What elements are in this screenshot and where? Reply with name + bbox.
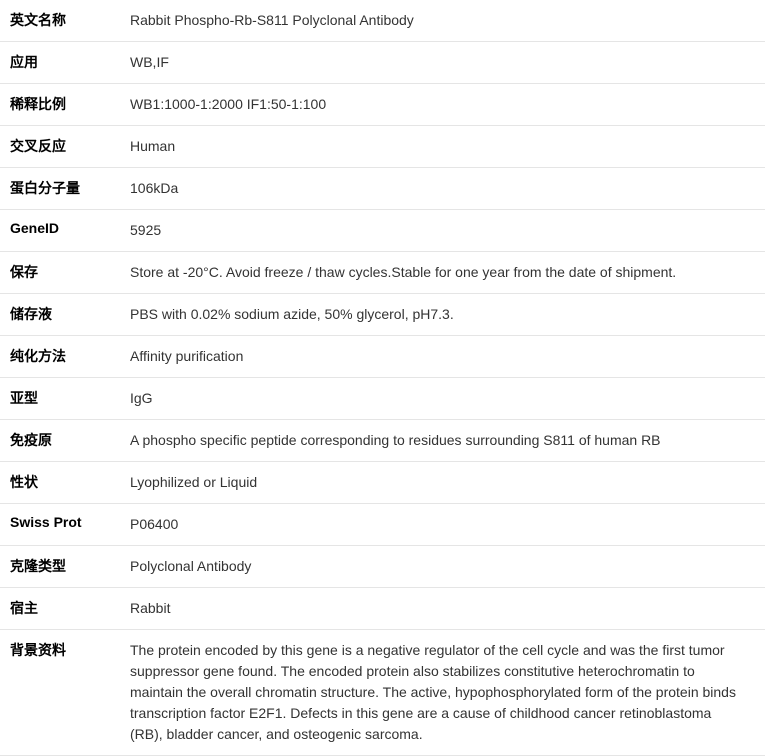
spec-row: 英文名称Rabbit Phospho-Rb-S811 Polyclonal An… bbox=[0, 0, 765, 42]
spec-label: GeneID bbox=[10, 220, 130, 241]
spec-value: 106kDa bbox=[130, 178, 765, 199]
spec-row: 克隆类型Polyclonal Antibody bbox=[0, 546, 765, 588]
spec-label: 免疫原 bbox=[10, 430, 130, 451]
spec-value: 5925 bbox=[130, 220, 765, 241]
spec-label: Swiss Prot bbox=[10, 514, 130, 535]
spec-value: IgG bbox=[130, 388, 765, 409]
spec-row: 背景资料The protein encoded by this gene is … bbox=[0, 630, 765, 756]
spec-row: 稀释比例WB1:1000-1:2000 IF1:50-1:100 bbox=[0, 84, 765, 126]
spec-table: 英文名称Rabbit Phospho-Rb-S811 Polyclonal An… bbox=[0, 0, 765, 756]
spec-row: 交叉反应Human bbox=[0, 126, 765, 168]
spec-value: P06400 bbox=[130, 514, 765, 535]
spec-label: 稀释比例 bbox=[10, 94, 130, 115]
spec-value: Rabbit Phospho-Rb-S811 Polyclonal Antibo… bbox=[130, 10, 765, 31]
spec-value: The protein encoded by this gene is a ne… bbox=[130, 640, 765, 745]
spec-label: 宿主 bbox=[10, 598, 130, 619]
spec-value: WB,IF bbox=[130, 52, 765, 73]
spec-row: 蛋白分子量106kDa bbox=[0, 168, 765, 210]
spec-label: 保存 bbox=[10, 262, 130, 283]
spec-value: Polyclonal Antibody bbox=[130, 556, 765, 577]
spec-value: PBS with 0.02% sodium azide, 50% glycero… bbox=[130, 304, 765, 325]
spec-label: 纯化方法 bbox=[10, 346, 130, 367]
spec-row: 应用WB,IF bbox=[0, 42, 765, 84]
spec-label: 背景资料 bbox=[10, 640, 130, 745]
spec-row: 性状Lyophilized or Liquid bbox=[0, 462, 765, 504]
spec-label: 克隆类型 bbox=[10, 556, 130, 577]
spec-row: GeneID5925 bbox=[0, 210, 765, 252]
spec-row: 宿主Rabbit bbox=[0, 588, 765, 630]
spec-label: 性状 bbox=[10, 472, 130, 493]
spec-value: Rabbit bbox=[130, 598, 765, 619]
spec-value: A phospho specific peptide corresponding… bbox=[130, 430, 765, 451]
spec-row: 免疫原A phospho specific peptide correspond… bbox=[0, 420, 765, 462]
spec-row: 纯化方法Affinity purification bbox=[0, 336, 765, 378]
spec-row: 亚型IgG bbox=[0, 378, 765, 420]
spec-value: Store at -20°C. Avoid freeze / thaw cycl… bbox=[130, 262, 765, 283]
spec-label: 英文名称 bbox=[10, 10, 130, 31]
spec-label: 储存液 bbox=[10, 304, 130, 325]
spec-row: 储存液PBS with 0.02% sodium azide, 50% glyc… bbox=[0, 294, 765, 336]
spec-label: 应用 bbox=[10, 52, 130, 73]
spec-value: Affinity purification bbox=[130, 346, 765, 367]
spec-value: Human bbox=[130, 136, 765, 157]
spec-value: Lyophilized or Liquid bbox=[130, 472, 765, 493]
spec-row: 保存Store at -20°C. Avoid freeze / thaw cy… bbox=[0, 252, 765, 294]
spec-label: 亚型 bbox=[10, 388, 130, 409]
spec-value: WB1:1000-1:2000 IF1:50-1:100 bbox=[130, 94, 765, 115]
spec-label: 交叉反应 bbox=[10, 136, 130, 157]
spec-row: Swiss ProtP06400 bbox=[0, 504, 765, 546]
spec-label: 蛋白分子量 bbox=[10, 178, 130, 199]
